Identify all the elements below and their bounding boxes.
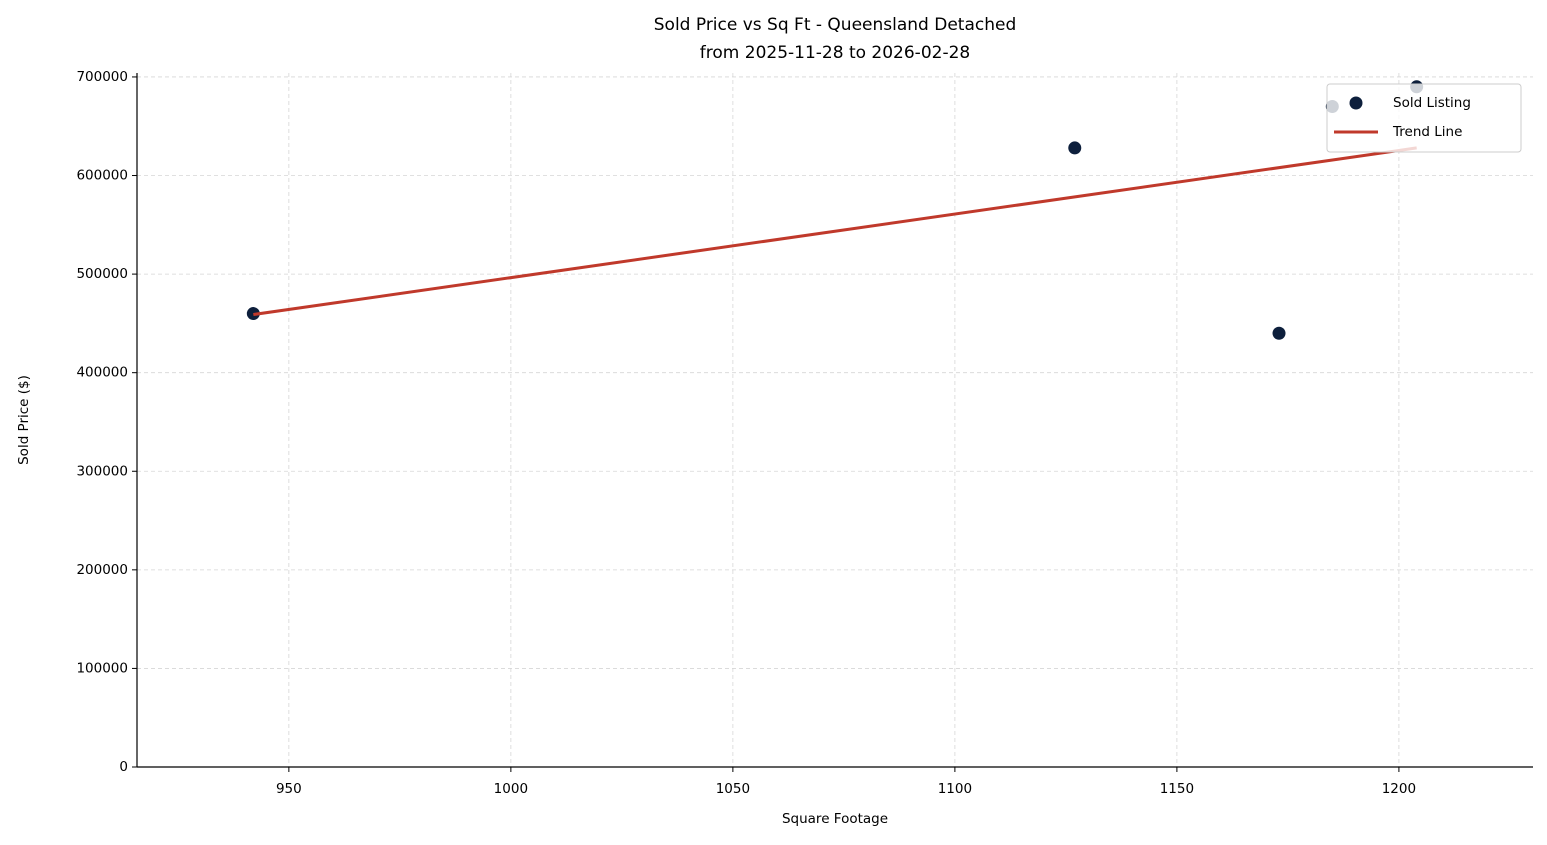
x-tick-label: 1050: [716, 781, 750, 797]
legend-box: [1326, 83, 1522, 153]
y-tick-label: 0: [119, 759, 128, 775]
chart-subtitle: from 2025-11-28 to 2026-02-28: [700, 43, 970, 63]
y-axis-label: Sold Price ($): [16, 375, 32, 465]
x-tick-label: 950: [276, 781, 302, 797]
x-axis-label: Square Footage: [782, 811, 888, 827]
y-tick-label: 300000: [76, 463, 128, 479]
legend-marker: [1349, 96, 1363, 110]
y-tick-label: 500000: [76, 266, 128, 282]
data-point: [1068, 141, 1082, 155]
x-tick-label: 1150: [1160, 781, 1194, 797]
data-point: [1272, 326, 1286, 340]
y-tick-label: 600000: [76, 168, 128, 184]
y-tick-label: 100000: [76, 660, 128, 676]
trend-line: [253, 146, 1417, 317]
y-tick-label: 200000: [76, 562, 128, 578]
y-tick-label: 400000: [76, 365, 128, 381]
x-tick-label: 1100: [938, 781, 972, 797]
x-tick-label: 1200: [1382, 781, 1416, 797]
legend-label: Sold Listing: [1393, 95, 1471, 111]
legend-label: Trend Line: [1392, 124, 1462, 140]
x-tick-label: 1000: [494, 781, 528, 797]
chart-title: Sold Price vs Sq Ft - Queensland Detache…: [654, 15, 1017, 35]
y-tick-label: 700000: [76, 69, 128, 85]
